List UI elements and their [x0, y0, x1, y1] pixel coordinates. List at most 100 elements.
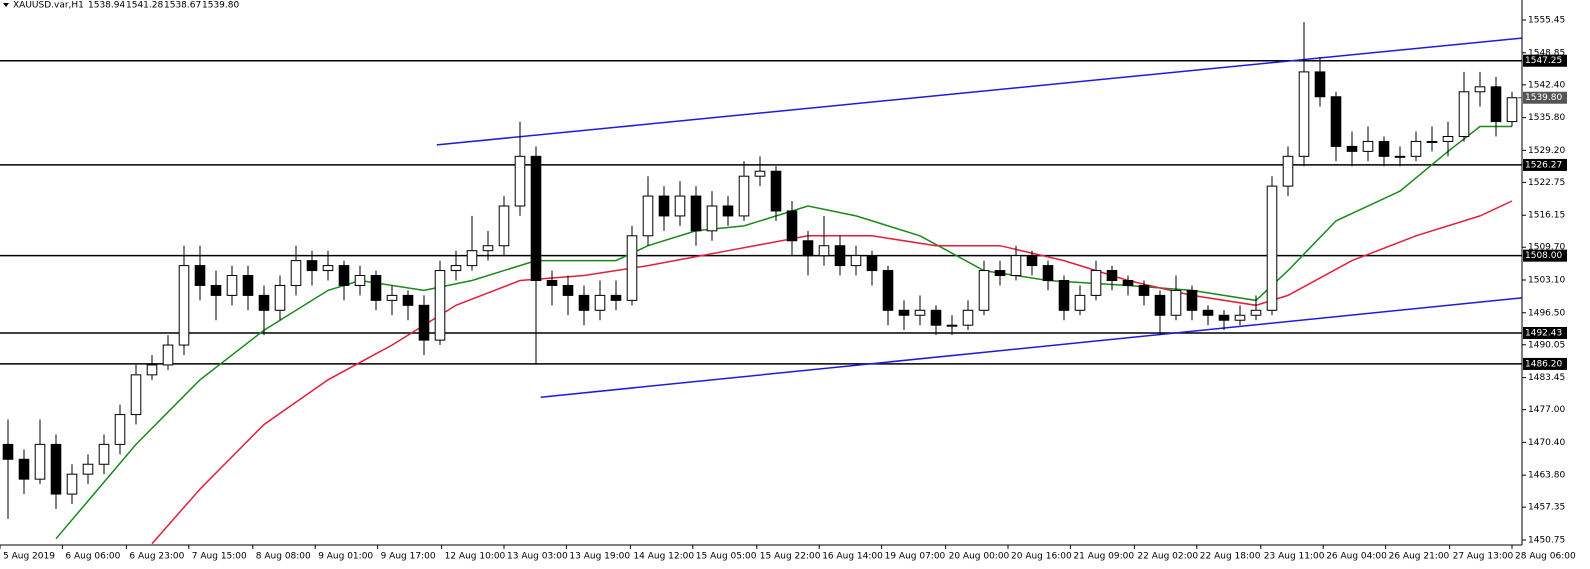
ma-line	[151, 200, 1513, 545]
candle-body	[1314, 71, 1326, 98]
level-label-bg	[1523, 249, 1567, 262]
y-tick-label: 1542.40	[1528, 80, 1565, 90]
last-price-label: 1539.80	[1525, 93, 1562, 103]
ma-line	[55, 125, 1512, 540]
candle-body	[914, 309, 926, 316]
candle-body	[1266, 185, 1278, 311]
candle-body	[434, 270, 446, 341]
candle-body	[418, 304, 430, 341]
y-tick-label: 1463.80	[1528, 471, 1565, 481]
candle-body	[1106, 270, 1118, 281]
candle-body	[674, 195, 686, 217]
x-tick-label: 16 Aug 14:00	[822, 552, 883, 562]
last-price-bg	[1523, 91, 1567, 104]
candle-body	[370, 275, 382, 301]
candle-body	[898, 309, 910, 316]
candle-body	[98, 443, 110, 465]
x-tick-label: 20 Aug 00:00	[949, 552, 1010, 562]
candle-body	[1202, 309, 1214, 316]
candle-body	[466, 250, 478, 267]
x-tick-label: 14 Aug 12:00	[633, 552, 694, 562]
candle-body	[1026, 255, 1038, 267]
candle-body	[194, 265, 206, 286]
candle-body	[1074, 294, 1086, 311]
candle-body	[226, 275, 238, 296]
trend-line	[540, 297, 1522, 398]
x-tick-label: 9 Aug 17:00	[381, 552, 436, 562]
candle-body	[578, 294, 590, 311]
candle-body	[130, 374, 142, 416]
header-value: 1538.94	[88, 1, 125, 11]
candle-body	[818, 245, 830, 257]
candle-body	[882, 270, 894, 311]
candle-body	[1346, 145, 1358, 152]
x-tick-label: 8 Aug 08:00	[256, 552, 311, 562]
candle-body	[642, 195, 654, 237]
y-tick-label: 1555.45	[1528, 16, 1565, 26]
candle-body	[850, 255, 862, 267]
candle-body	[1506, 97, 1518, 123]
chart-title: XAUUSD.var,H1	[13, 1, 84, 11]
candle-body	[66, 473, 78, 495]
x-tick-label: 28 Aug 06:00	[1515, 552, 1576, 562]
candle-body	[1362, 140, 1374, 152]
candle-body	[1170, 289, 1182, 316]
candle-body	[242, 275, 254, 296]
candle-body	[1282, 155, 1294, 187]
candle-body	[274, 284, 286, 311]
x-tick-label: 5 Aug 2019	[3, 552, 55, 562]
x-tick-label: 22 Aug 02:00	[1137, 552, 1198, 562]
candle-body	[530, 155, 542, 281]
x-tick-label: 26 Aug 21:00	[1389, 552, 1450, 562]
x-tick-label: 19 Aug 07:00	[885, 552, 946, 562]
candle-body	[290, 260, 302, 286]
candle-body	[114, 414, 126, 445]
candle-body	[1154, 294, 1166, 316]
candle-body	[770, 170, 782, 212]
y-tick-label: 1496.50	[1528, 308, 1565, 318]
candle-body	[754, 170, 766, 177]
candle-body	[386, 294, 398, 301]
candle-body	[1186, 289, 1198, 311]
candle-body	[258, 294, 270, 311]
candle-body	[962, 309, 974, 326]
candle-body	[658, 195, 670, 217]
candle-body	[786, 210, 798, 242]
candle-body	[1090, 270, 1102, 296]
candle-body	[178, 265, 190, 346]
candle-body	[1122, 279, 1134, 286]
level-label: 1492.43	[1525, 328, 1562, 338]
candle-body	[1426, 140, 1438, 143]
candle-body	[1410, 140, 1422, 157]
x-tick-label: 15 Aug 05:00	[696, 552, 757, 562]
candle-body	[338, 265, 350, 286]
candle-body	[946, 324, 958, 327]
candle-body	[1250, 309, 1262, 316]
candle-body	[34, 443, 46, 480]
level-label: 1486.20	[1525, 359, 1562, 369]
level-label-bg	[1523, 326, 1567, 339]
x-tick-label: 27 Aug 13:00	[1453, 552, 1514, 562]
candle-body	[1138, 284, 1150, 296]
y-tick-label: 1516.15	[1528, 211, 1565, 221]
candle-body	[978, 270, 990, 311]
menu-arrow[interactable]	[3, 3, 9, 7]
candle-body	[690, 195, 702, 232]
candle-body	[210, 284, 222, 296]
level-label: 1526.27	[1525, 160, 1562, 170]
trend-line	[436, 37, 1522, 146]
header-value: 1539.80	[202, 1, 239, 11]
x-tick-label: 13 Aug 03:00	[507, 552, 568, 562]
candle-body	[1490, 86, 1502, 123]
candle-body	[498, 205, 510, 247]
y-tick-label: 1450.75	[1528, 535, 1565, 545]
y-tick-label: 1490.05	[1528, 340, 1565, 350]
y-tick-label: 1457.35	[1528, 503, 1565, 513]
y-tick-label: 1477.00	[1528, 405, 1565, 415]
candle-body	[50, 443, 62, 495]
x-tick-label: 26 Aug 04:00	[1326, 552, 1387, 562]
candle-body	[1042, 265, 1054, 281]
x-tick-label: 20 Aug 16:00	[1011, 552, 1072, 562]
x-tick-label: 7 Aug 15:00	[192, 552, 247, 562]
candle-body	[626, 235, 638, 301]
